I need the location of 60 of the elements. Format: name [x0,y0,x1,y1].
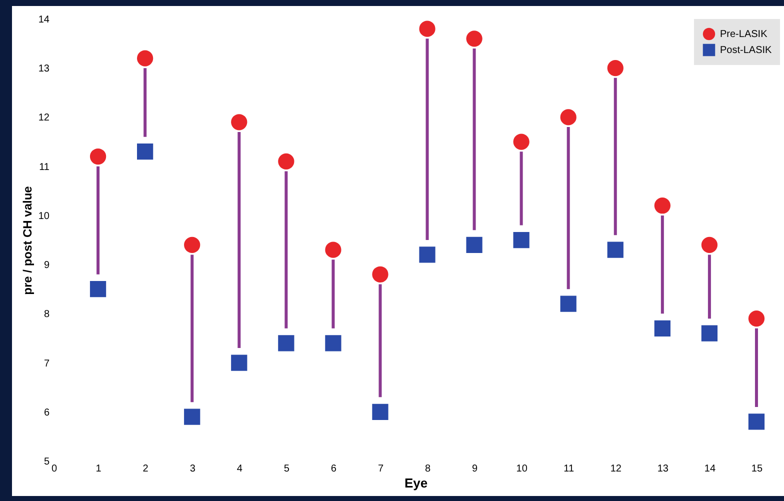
y-axis-title: pre / post CH value [20,186,34,295]
x-tick-label: 6 [330,464,337,474]
x-tick-label: 13 [657,464,669,474]
y-tick-label: 13 [38,64,50,75]
x-tick-label: 15 [751,464,763,474]
point [184,236,200,253]
x-axis-title: Eye [404,476,428,490]
point [278,335,294,352]
point [278,153,294,170]
point [607,60,624,76]
point [372,266,388,282]
x-tick-label: 10 [516,464,528,474]
point [701,325,718,342]
x-tick-label: 4 [236,464,243,474]
x-tick-label: 14 [704,464,716,474]
point [654,198,670,214]
point [560,109,576,126]
point [748,414,765,430]
point [513,134,530,150]
y-tick-label: 6 [44,407,50,418]
point [137,144,154,160]
point [607,242,624,258]
x-tick-label: 8 [424,464,431,474]
y-tick-label: 14 [38,14,50,26]
y-tick-label: 5 [44,456,50,468]
x-tick-label: 5 [284,464,290,474]
x-tick-label: 12 [610,464,622,474]
point [701,236,718,253]
point [372,404,388,420]
point [325,242,342,258]
x-tick-label: 7 [378,464,384,474]
point [466,236,482,253]
y-tick-label: 8 [44,309,50,320]
point [419,20,436,37]
legend-label: Post-LASIK [720,45,772,56]
point [231,114,248,130]
x-tick-label: 3 [190,464,196,474]
point [466,30,482,47]
point [90,148,106,165]
y-tick-label: 11 [39,162,50,173]
point [184,408,200,425]
x-tick-label: 0 [52,464,58,474]
y-tick-label: 10 [38,210,50,222]
point [419,246,436,263]
point [654,320,670,336]
point [325,335,342,352]
y-tick-label: 9 [44,260,50,272]
point [90,281,106,298]
point [231,354,248,371]
y-tick-label: 12 [38,112,50,124]
x-tick-label: 1 [96,464,102,474]
y-tick-label: 7 [44,358,50,370]
point [748,310,765,327]
x-tick-label: 11 [564,464,574,474]
point [137,50,154,66]
legend-label: Pre-LASIK [720,29,768,40]
x-tick-label: 2 [142,464,149,474]
x-tick-label: 9 [472,464,478,474]
point [560,296,576,312]
point [513,232,530,248]
